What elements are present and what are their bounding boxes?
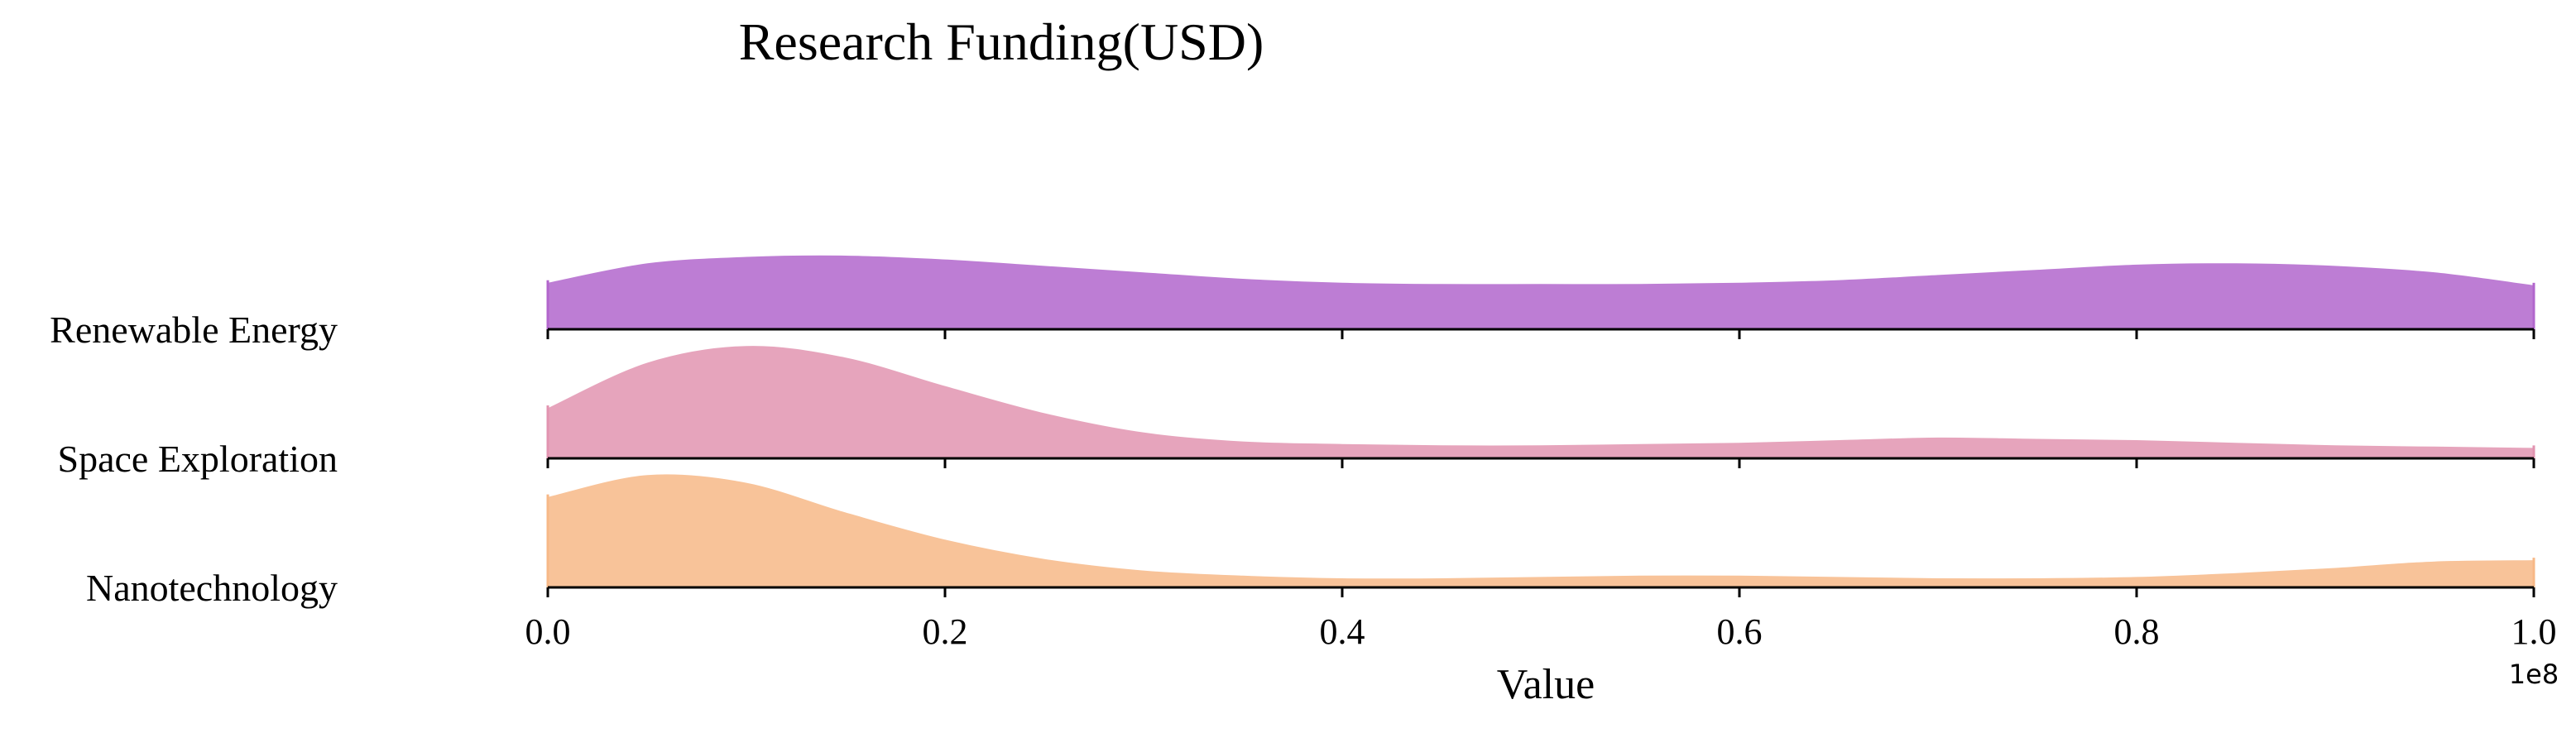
ridges-group: Renewable Energy Space Exploration Nanotec… <box>50 250 2535 609</box>
x-tick-label-2: 0.4 <box>1320 611 1365 652</box>
ridge-area-renewable-energy <box>548 252 2534 329</box>
ridge-outline-nanotechnology <box>547 469 2535 579</box>
ridge-outline-space-exploration <box>546 341 2535 448</box>
category-label-nanotechnology: Nanotechnology <box>86 567 338 609</box>
x-axis-label: Value <box>1497 661 1595 708</box>
category-label-space-exploration: Space Exploration <box>57 438 338 480</box>
x-tick-label-1: 0.2 <box>923 611 968 652</box>
x-tick-label-5: 1.0 <box>2511 611 2557 652</box>
x-axis: 0.0 0.2 0.4 0.6 0.8 1.0 <box>525 611 2557 652</box>
x-tick-label-3: 0.6 <box>1717 611 1763 652</box>
x-tick-label-4: 0.8 <box>2114 611 2160 652</box>
chart-title: Research Funding(USD) <box>739 12 1264 71</box>
x-axis-offset-label: 1e8 <box>2509 659 2559 690</box>
ridge-nanotechnology: Nanotechnology <box>86 469 2535 609</box>
x-tick-label-0: 0.0 <box>525 611 571 652</box>
ridge-outline-renewable-energy <box>547 250 2535 285</box>
ridge-space-exploration: Space Exploration <box>57 341 2535 480</box>
ridge-area-space-exploration <box>548 343 2534 458</box>
category-label-renewable-energy: Renewable Energy <box>50 309 338 351</box>
ridge-renewable-energy: Renewable Energy <box>50 250 2535 351</box>
